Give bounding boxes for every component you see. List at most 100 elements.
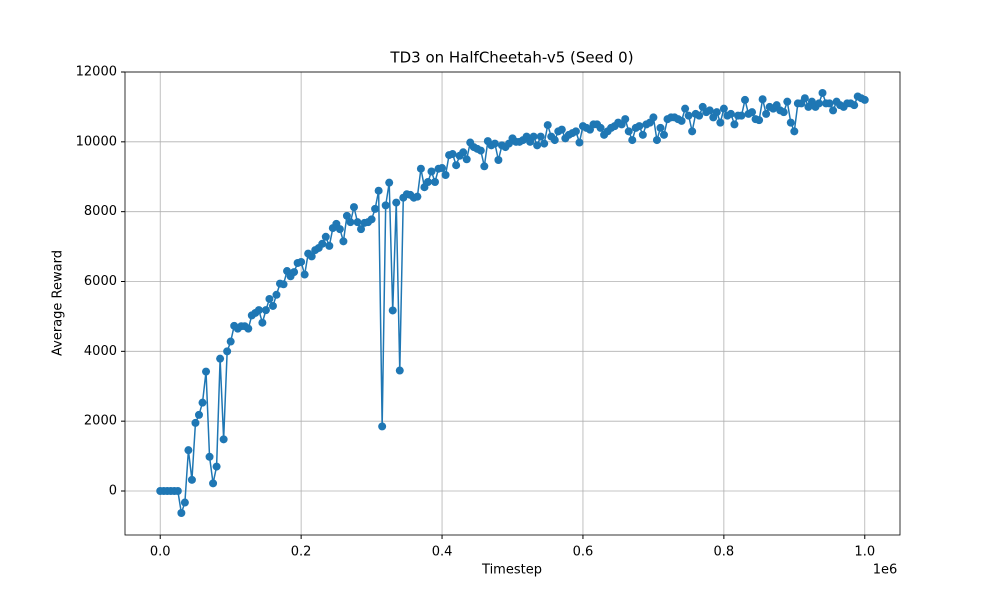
- x-offset-label: 1e6: [873, 563, 898, 578]
- point: [209, 479, 218, 488]
- point: [219, 435, 228, 444]
- point: [325, 241, 334, 250]
- point: [480, 162, 489, 171]
- point: [476, 146, 485, 155]
- point: [705, 106, 714, 115]
- point: [540, 139, 549, 148]
- point: [536, 132, 545, 141]
- point: [571, 127, 580, 136]
- point: [194, 410, 203, 419]
- point: [307, 252, 316, 261]
- point: [638, 130, 647, 139]
- point: [413, 192, 422, 201]
- point: [438, 164, 447, 173]
- point: [462, 155, 471, 164]
- point: [184, 446, 193, 455]
- point: [395, 366, 404, 375]
- point: [557, 125, 566, 134]
- point: [818, 88, 827, 97]
- point: [786, 118, 795, 127]
- point: [684, 111, 693, 120]
- x-tick-label: 0.0: [150, 545, 171, 560]
- point: [216, 354, 225, 363]
- point: [272, 290, 281, 299]
- x-tick-label: 0.4: [432, 545, 453, 560]
- point: [357, 225, 366, 234]
- point: [543, 121, 552, 130]
- point: [265, 294, 274, 303]
- point: [423, 177, 432, 186]
- point: [695, 111, 704, 120]
- point: [716, 118, 725, 127]
- point: [652, 136, 661, 145]
- y-tick-label: 12000: [76, 65, 117, 80]
- point: [353, 218, 362, 227]
- point: [223, 347, 232, 356]
- point: [335, 225, 344, 234]
- y-axis-label: Average Reward: [51, 250, 66, 356]
- point: [758, 95, 767, 104]
- point: [346, 218, 355, 227]
- y-tick-label: 10000: [76, 134, 117, 149]
- point: [635, 122, 644, 131]
- point: [688, 127, 697, 136]
- point: [205, 452, 214, 461]
- y-tick-label: 6000: [84, 274, 117, 289]
- point: [300, 270, 309, 279]
- point: [385, 178, 394, 187]
- point: [814, 99, 823, 108]
- point: [790, 127, 799, 136]
- point: [575, 138, 584, 147]
- point: [719, 104, 728, 113]
- x-tick-label: 1.0: [854, 545, 875, 560]
- point: [529, 132, 538, 141]
- point: [490, 139, 499, 148]
- point: [427, 167, 436, 176]
- point: [712, 108, 721, 117]
- point: [452, 161, 461, 170]
- point: [279, 280, 288, 289]
- point: [448, 150, 457, 159]
- point: [258, 318, 267, 327]
- point: [755, 116, 764, 125]
- point: [177, 509, 186, 518]
- point: [726, 109, 735, 118]
- point: [459, 148, 468, 157]
- x-tick-label: 0.8: [714, 545, 735, 560]
- point: [318, 239, 327, 248]
- point: [290, 268, 299, 277]
- point: [202, 367, 211, 376]
- point: [656, 123, 665, 132]
- point: [829, 106, 838, 115]
- point: [367, 215, 376, 224]
- point: [374, 186, 383, 195]
- y-tick-label: 2000: [84, 414, 117, 429]
- point: [378, 422, 387, 431]
- point: [173, 487, 182, 496]
- point: [730, 120, 739, 129]
- point: [342, 211, 351, 220]
- point: [596, 123, 605, 132]
- point: [371, 204, 380, 213]
- point: [198, 398, 207, 407]
- point: [800, 94, 809, 103]
- point: [254, 306, 263, 315]
- point: [226, 337, 235, 346]
- y-tick-label: 4000: [84, 344, 117, 359]
- point: [850, 101, 859, 110]
- point: [212, 462, 221, 471]
- point: [381, 201, 390, 210]
- point: [783, 97, 792, 106]
- point: [349, 203, 358, 212]
- point: [825, 99, 834, 108]
- point: [779, 108, 788, 117]
- x-axis-label: Timestep: [481, 563, 542, 578]
- point: [533, 141, 542, 150]
- point: [550, 136, 559, 145]
- point: [624, 127, 633, 136]
- point: [187, 475, 196, 484]
- point: [297, 257, 306, 266]
- point: [677, 116, 686, 125]
- point: [244, 324, 253, 333]
